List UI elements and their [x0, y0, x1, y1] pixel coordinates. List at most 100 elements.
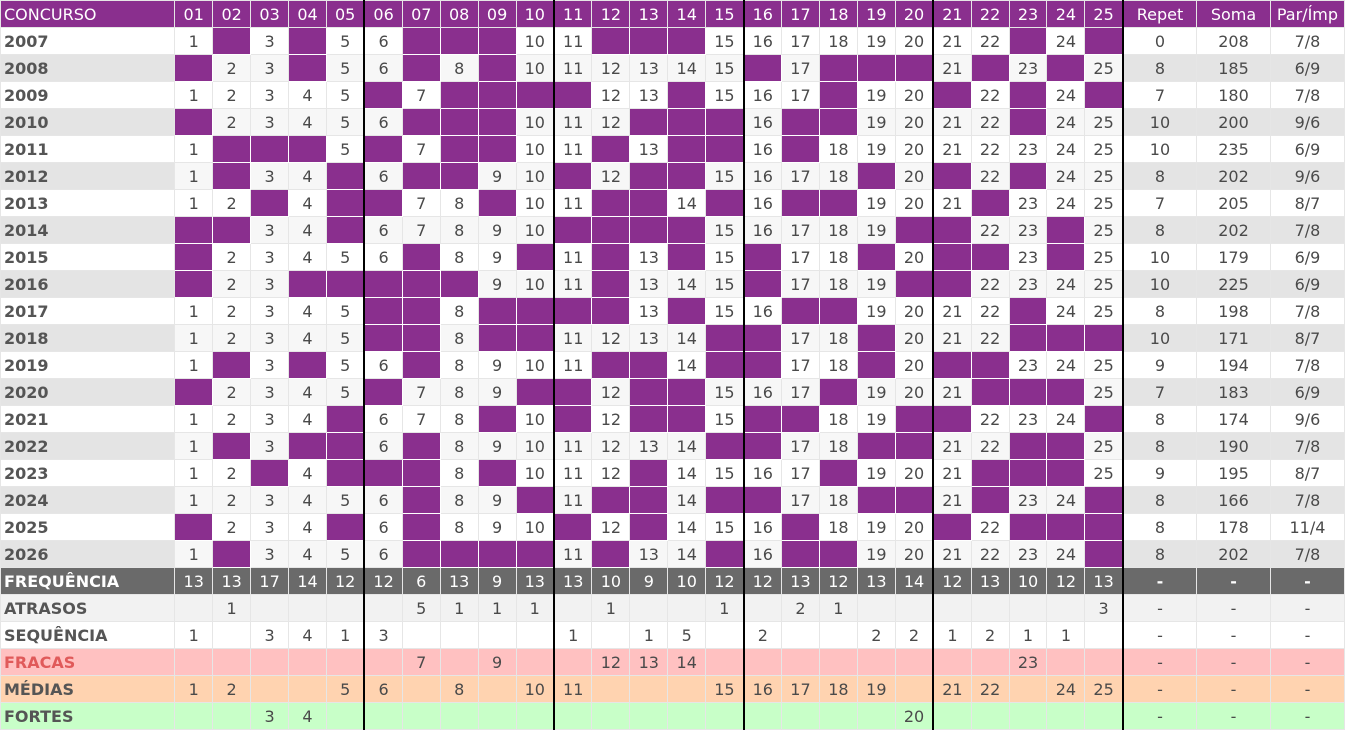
number-cell	[818, 189, 858, 217]
number-cell: 8	[439, 405, 479, 433]
summary-parimp: -	[1269, 702, 1345, 730]
number-cell	[439, 108, 479, 136]
number-cell: 20	[894, 162, 934, 190]
parimp-value: 9/6	[1269, 405, 1345, 433]
summary-cell: 1	[439, 594, 479, 622]
number-cell: 2	[212, 405, 252, 433]
concurso-label: 2020	[0, 378, 176, 406]
parimp-value: 6/9	[1269, 243, 1345, 271]
number-cell	[932, 162, 972, 190]
number-cell	[288, 432, 327, 460]
summary-cell	[250, 648, 290, 676]
number-cell	[1084, 324, 1124, 352]
header-number-03: 03	[250, 0, 290, 28]
summary-cell	[894, 648, 934, 676]
number-cell	[781, 135, 820, 163]
summary-cell: 10	[591, 567, 631, 595]
table-row: 2012 1 3 4 6 9 10 12 15 16 17 18 20 22 24 25 8 202 9/6	[0, 162, 1345, 190]
results-body: 2007 1 3 5 6 10 11 15 16 17 18 19 20 21 22 24 0 208 7/8 200…	[0, 27, 1345, 730]
summary-cell	[401, 702, 441, 730]
summary-cell: 13	[781, 567, 820, 595]
number-cell: 21	[932, 297, 972, 325]
summary-cell	[439, 648, 479, 676]
summary-cell: 12	[818, 567, 858, 595]
number-cell: 17	[781, 162, 820, 190]
number-cell: 11	[552, 486, 593, 514]
summary-soma: -	[1196, 621, 1271, 649]
number-cell: 3	[250, 297, 290, 325]
concurso-label: 2019	[0, 351, 176, 379]
number-cell	[894, 432, 934, 460]
number-cell: 3	[250, 324, 290, 352]
number-cell: 12	[591, 54, 631, 82]
summary-cell: 1	[477, 594, 517, 622]
number-cell	[515, 81, 555, 109]
number-cell: 24	[1046, 297, 1086, 325]
number-cell	[288, 270, 327, 298]
table-row: 2023 1 2 4 8 10 11 12 14 15 16 17 19 20 21 25 9 195 8/7	[0, 459, 1345, 487]
number-cell: 21	[932, 540, 972, 568]
number-cell: 5	[325, 81, 365, 109]
number-cell: 4	[288, 108, 327, 136]
summary-cell	[363, 594, 403, 622]
number-cell: 18	[818, 513, 858, 541]
soma-value: 174	[1196, 405, 1271, 433]
summary-cell: 13	[629, 648, 669, 676]
summary-label: FRACAS	[0, 648, 176, 676]
number-cell	[288, 351, 327, 379]
number-cell	[781, 189, 820, 217]
number-cell	[667, 216, 707, 244]
number-cell	[705, 351, 745, 379]
number-cell: 4	[288, 513, 327, 541]
number-cell: 9	[477, 378, 517, 406]
number-cell	[1008, 81, 1048, 109]
number-cell: 25	[1084, 432, 1124, 460]
number-cell	[818, 378, 858, 406]
parimp-value: 7/8	[1269, 540, 1345, 568]
number-cell: 6	[363, 162, 403, 190]
number-cell: 2	[212, 378, 252, 406]
number-cell: 17	[781, 432, 820, 460]
number-cell: 21	[932, 324, 972, 352]
number-cell: 12	[591, 405, 631, 433]
number-cell: 2	[212, 297, 252, 325]
number-cell: 9	[477, 270, 517, 298]
summary-cell: 5	[325, 675, 365, 703]
number-cell: 22	[970, 108, 1010, 136]
number-cell: 14	[667, 351, 707, 379]
number-cell	[250, 189, 290, 217]
number-cell: 1	[174, 189, 214, 217]
number-cell	[250, 135, 290, 163]
summary-cell: 9	[477, 648, 517, 676]
number-cell: 22	[970, 81, 1010, 109]
summary-cell: 1	[932, 621, 972, 649]
soma-value: 225	[1196, 270, 1271, 298]
summary-cell	[212, 702, 252, 730]
parimp-value: 9/6	[1269, 162, 1345, 190]
number-cell: 18	[818, 351, 858, 379]
number-cell: 1	[174, 162, 214, 190]
number-cell: 2	[212, 108, 252, 136]
summary-cell: 12	[1046, 567, 1086, 595]
summary-cell: 13	[552, 567, 593, 595]
number-cell	[818, 54, 858, 82]
number-cell: 5	[325, 243, 365, 271]
number-cell: 18	[818, 270, 858, 298]
number-cell: 22	[970, 432, 1010, 460]
summary-row-freq: FREQUÊNCIA 13 13 17 14 12 12 6 13 9 13 13 10 9 10 12 12 1…	[0, 567, 1345, 595]
number-cell: 5	[325, 135, 365, 163]
soma-value: 195	[1196, 459, 1271, 487]
number-cell: 1	[174, 135, 214, 163]
number-cell: 22	[970, 162, 1010, 190]
number-cell	[894, 486, 934, 514]
summary-cell: 12	[742, 567, 783, 595]
summary-row-fra: FRACAS 7 9 12 13 14 23- - -	[0, 648, 1345, 676]
number-cell: 10	[515, 432, 555, 460]
number-cell	[288, 54, 327, 82]
concurso-label: 2009	[0, 81, 176, 109]
number-cell	[667, 243, 707, 271]
header-number-05: 05	[325, 0, 365, 28]
header-number-08: 08	[439, 0, 479, 28]
number-cell	[1084, 540, 1124, 568]
number-cell	[439, 540, 479, 568]
